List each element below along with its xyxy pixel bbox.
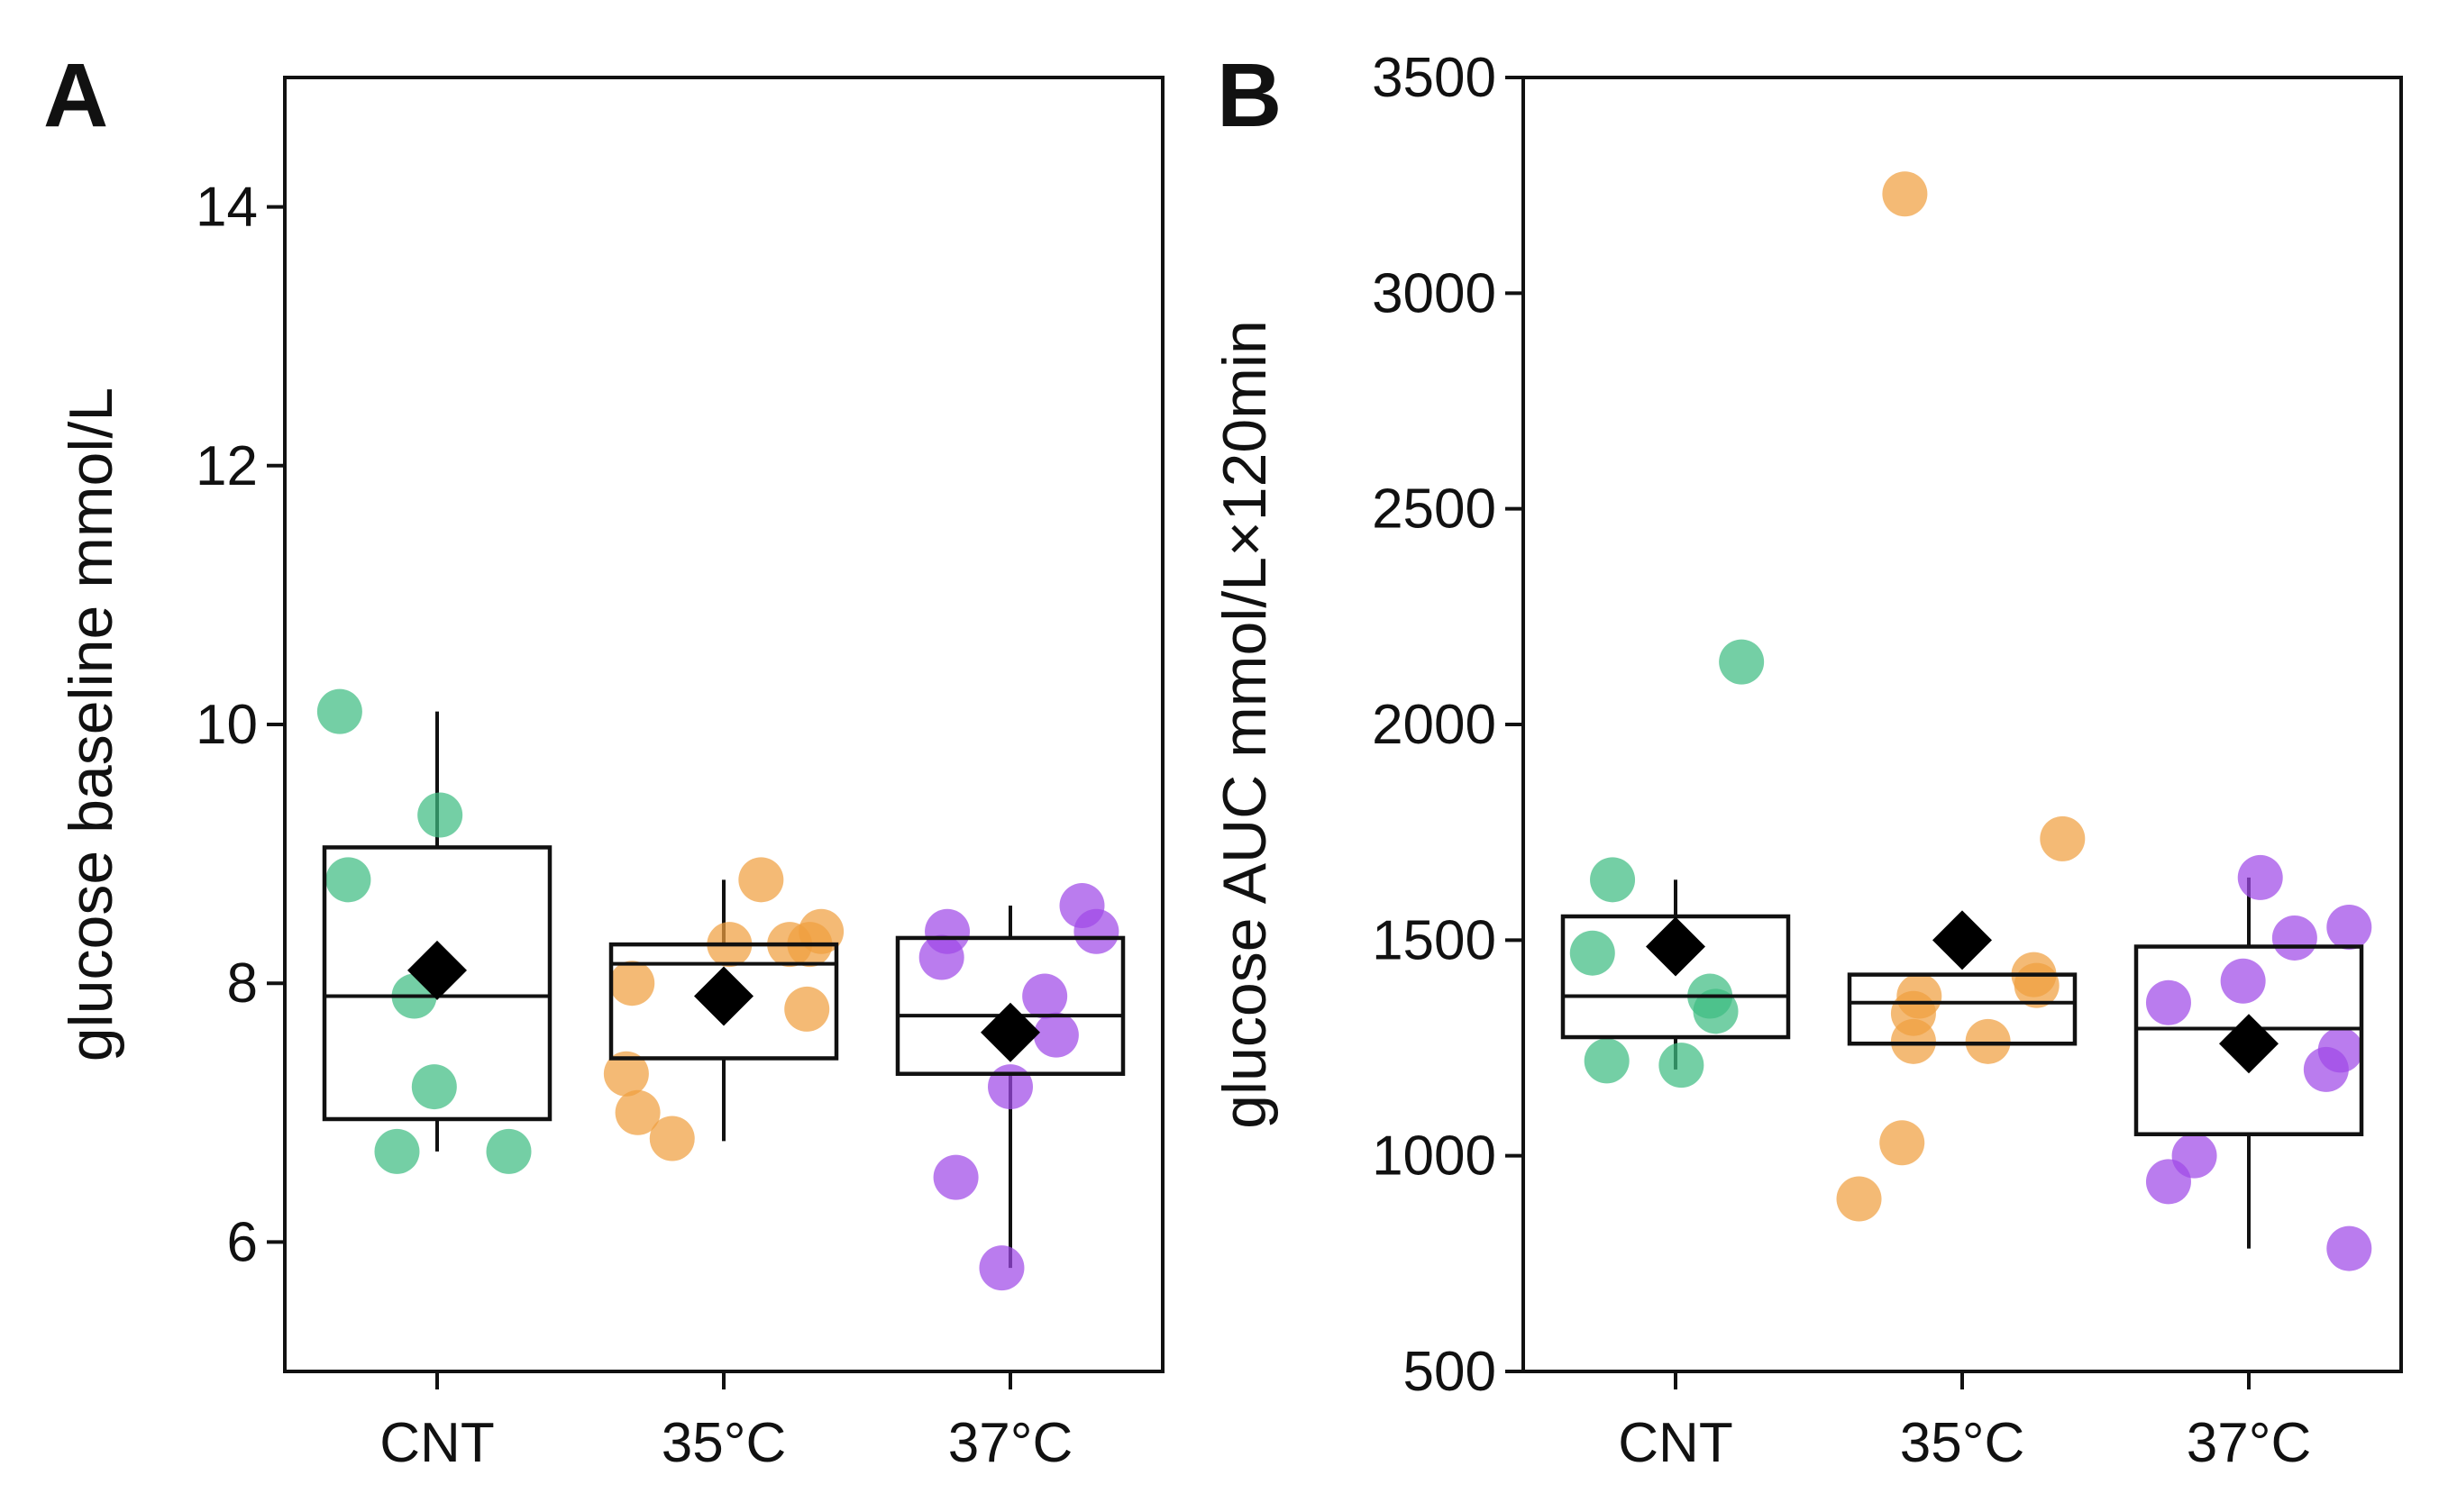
data-point (1890, 1018, 1936, 1064)
data-point (1719, 639, 1765, 685)
plot-frame (283, 76, 1165, 1373)
data-point (2040, 815, 2086, 861)
data-point (417, 792, 463, 838)
data-point (2326, 1225, 2372, 1271)
y-tick-label: 6 (227, 1211, 258, 1273)
mean-diamond (407, 940, 467, 1000)
data-point (784, 986, 830, 1032)
panel-a: 6 8 10 12 14 CNT 35°C 37°C glucose baseline mmol… (43, 45, 1165, 1474)
mean-diamond (1932, 910, 1992, 970)
x-tick-label: 37°C (2187, 1412, 2312, 1474)
y-axis-label: glucose baseline mmol/L (57, 387, 125, 1061)
plot-frame (1521, 76, 2403, 1373)
data-point (411, 1064, 457, 1110)
data-point (615, 1089, 661, 1135)
box (2133, 944, 2364, 1136)
y-tick-label: 8 (227, 952, 258, 1015)
panel-letter: A (43, 45, 108, 146)
x-tick-label: 35°C (662, 1412, 787, 1474)
data-point (1693, 988, 1739, 1034)
y-tick-label: 3500 (1372, 47, 1496, 109)
data-point (2145, 979, 2191, 1025)
mean-diamond (1646, 916, 1705, 977)
x-tick-label: CNT (1618, 1412, 1732, 1474)
y-tick-label: 2000 (1372, 694, 1496, 756)
data-point (2237, 854, 2283, 900)
data-point (1882, 171, 1928, 217)
mean-diamond (2219, 1014, 2279, 1074)
data-point (2271, 915, 2317, 961)
data-point (988, 1064, 1033, 1110)
data-point (918, 934, 964, 980)
x-tick-label: CNT (379, 1412, 494, 1474)
box (608, 942, 839, 1061)
x-tick-label: 37°C (948, 1412, 1073, 1474)
mean-diamond (981, 1002, 1040, 1062)
data-point (1033, 1012, 1079, 1058)
y-tick-label: 14 (196, 177, 258, 239)
data-point (486, 1128, 532, 1174)
data-point (1022, 973, 1068, 1019)
data-point (738, 857, 784, 903)
data-point (2326, 904, 2372, 950)
box-group (895, 883, 1126, 1291)
box-group (1836, 171, 2086, 1222)
box-group (316, 688, 553, 1174)
box-group (2133, 854, 2372, 1271)
data-point (1590, 857, 1636, 903)
data-point (2145, 1159, 2191, 1205)
data-point (1584, 1038, 1630, 1084)
panel-letter: B (1217, 45, 1282, 146)
panel-b: 500 1000 1500 2000 2500 3000 3500 CNT 35°C 37°C gl… (1210, 45, 2403, 1474)
y-tick-label: 10 (196, 694, 258, 756)
data-point (1658, 1043, 1704, 1088)
mean-diamond (694, 966, 754, 1026)
y-tick-label: 1500 (1372, 909, 1496, 971)
data-point (316, 688, 362, 734)
data-point (609, 961, 655, 1006)
box (895, 935, 1126, 1076)
y-axis-label: glucose AUC mmol/L×120min (1210, 320, 1279, 1129)
data-point (603, 1051, 649, 1097)
box-group (603, 857, 845, 1161)
y-tick-label: 1000 (1372, 1125, 1496, 1188)
box (322, 845, 553, 1122)
data-point (325, 857, 371, 903)
data-point (2303, 1046, 2349, 1092)
data-point (1879, 1120, 1925, 1166)
data-point (1965, 1018, 2011, 1064)
y-tick-label: 2500 (1372, 478, 1496, 541)
data-point (374, 1128, 420, 1174)
box-group (1560, 639, 1791, 1088)
data-point (649, 1116, 695, 1161)
y-tick-label: 12 (196, 435, 258, 497)
y-tick-label: 3000 (1372, 262, 1496, 324)
data-point (1073, 908, 1119, 954)
data-point (979, 1245, 1025, 1291)
box (1847, 972, 2078, 1046)
data-point (1569, 930, 1615, 976)
x-tick-label: 35°C (1900, 1412, 2025, 1474)
y-tick-label: 500 (1403, 1341, 1496, 1403)
box (1560, 914, 1791, 1040)
data-point (2220, 958, 2266, 1004)
data-point (933, 1154, 979, 1200)
data-point (1836, 1176, 1882, 1222)
